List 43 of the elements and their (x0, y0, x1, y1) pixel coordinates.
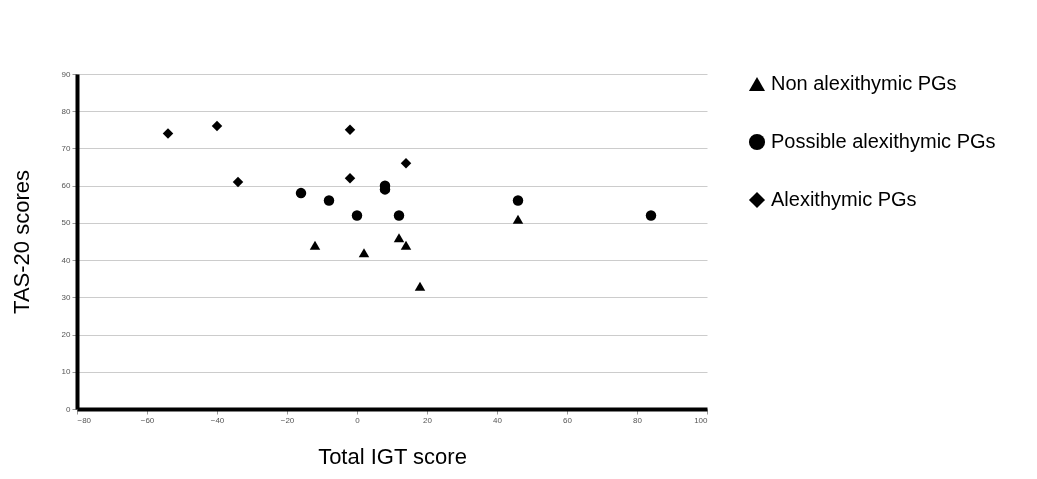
point (344, 172, 356, 184)
point (309, 240, 321, 250)
y-tick-label: 30 (61, 292, 72, 302)
point (393, 233, 405, 243)
y-tick-label: 50 (61, 218, 72, 228)
x-tick-label: −80 (77, 415, 92, 425)
x-tick-label: 100 (694, 415, 709, 425)
y-tick-label: 60 (61, 181, 72, 191)
x-tick-label: 60 (563, 415, 573, 425)
y-axis-title: TAS-20 scores (8, 170, 34, 314)
point (211, 120, 223, 132)
x-tick-label: −60 (140, 415, 155, 425)
y-tick-label: 70 (61, 143, 72, 153)
point (512, 195, 524, 206)
point (162, 128, 174, 139)
y-tick-label: 10 (61, 367, 72, 377)
point (512, 214, 524, 224)
point (645, 210, 657, 221)
x-axis-title: Total IGT score (318, 443, 467, 469)
y-tick-label: 40 (61, 255, 72, 265)
point (351, 210, 363, 221)
point (400, 158, 412, 169)
x-tick-label: 80 (633, 415, 643, 425)
y-tick-label: 90 (61, 69, 72, 79)
point (393, 210, 405, 221)
point (344, 124, 356, 136)
y-tick-label: 0 (66, 404, 72, 414)
x-tick-label: 20 (423, 415, 433, 425)
point (295, 187, 307, 199)
x-tick-label: −40 (210, 415, 225, 425)
legend-label: Alexithymic PGs (771, 188, 917, 210)
legend-label: Non alexithymic PGs (771, 72, 957, 94)
x-tick-label: −20 (280, 415, 295, 425)
point (358, 248, 370, 258)
point (414, 281, 426, 291)
x-tick-label: 0 (355, 415, 361, 425)
legend-label: Possible alexithymic PGs (771, 130, 996, 152)
point (400, 240, 412, 250)
y-tick-label: 20 (61, 330, 72, 340)
y-tick-label: 80 (61, 106, 72, 116)
point (232, 176, 244, 188)
x-tick-label: 40 (493, 415, 503, 425)
point (323, 195, 335, 206)
